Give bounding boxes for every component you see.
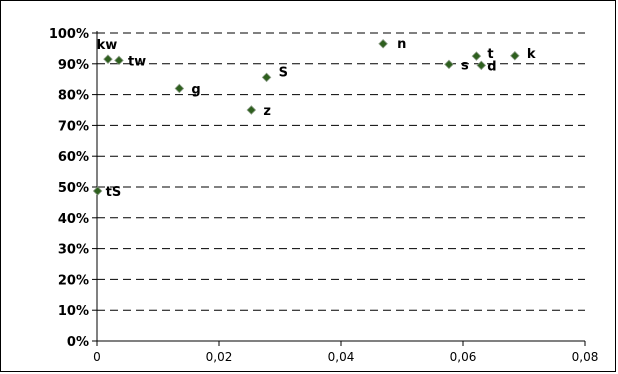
data-point-kw	[103, 54, 113, 64]
point-label-z: z	[263, 104, 271, 119]
y-tick-label: 100%	[49, 27, 89, 42]
point-label-g: g	[191, 82, 200, 97]
x-tick-label: 0,02	[206, 350, 233, 364]
data-point-tw	[114, 55, 124, 66]
data-point-t	[471, 51, 482, 61]
grid-layer	[97, 32, 585, 311]
y-tick-labels: 0% 10% 20% 30% 40% 50% 60% 70% 80% 90% 100%	[49, 27, 89, 350]
point-label-S: S	[279, 65, 288, 80]
x-tick-label: 0,04	[328, 350, 355, 364]
data-point-g	[174, 83, 185, 94]
data-point-z	[246, 105, 257, 115]
y-tick-label: 50%	[58, 181, 89, 196]
y-tick-label: 0%	[67, 335, 89, 350]
x-tick-label: 0,08	[572, 350, 599, 364]
data-point-S	[261, 72, 272, 83]
x-tick-labels: 0 0,02 0,04 0,06 0,08	[93, 350, 598, 364]
point-label-k: k	[527, 47, 536, 62]
data-point-n	[378, 39, 388, 49]
y-tick-label: 80%	[58, 89, 89, 104]
y-tick-label: 10%	[58, 304, 89, 319]
point-label-tw: tw	[128, 54, 146, 69]
axis-layer	[92, 31, 586, 346]
point-label-kw: kw	[97, 38, 118, 53]
y-tick-label: 90%	[58, 58, 89, 73]
x-tick-label: 0	[93, 350, 101, 364]
data-point-s	[444, 59, 454, 70]
point-label-tS: tS	[106, 185, 122, 200]
data-point-tS	[92, 186, 103, 196]
point-label-t: t	[487, 47, 493, 62]
y-tick-label: 70%	[58, 119, 89, 134]
point-label-d: d	[487, 59, 496, 74]
y-tick-label: 20%	[58, 273, 89, 288]
point-label-n: n	[397, 37, 406, 52]
y-tick-label: 40%	[58, 212, 89, 227]
data-points	[92, 39, 520, 196]
x-tick-label: 0,06	[450, 350, 477, 364]
point-label-s: s	[461, 58, 469, 73]
y-tick-label: 60%	[58, 150, 89, 165]
data-point-d	[476, 60, 487, 71]
y-tick-label: 30%	[58, 243, 89, 258]
data-point-k	[510, 51, 520, 61]
